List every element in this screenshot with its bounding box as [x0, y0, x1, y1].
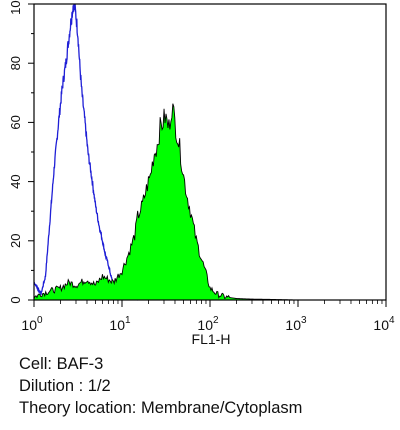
y-tick-label: 80: [8, 56, 23, 70]
plot-frame: [33, 3, 387, 301]
x-tick-label: 100: [21, 315, 43, 333]
plot-area: [33, 3, 386, 301]
y-axis-ticks: 0 20 40 60 80 100: [8, 0, 34, 304]
y-tick-label: 20: [8, 234, 23, 248]
location-line: Theory location: Membrane/Cytoplasm: [19, 399, 303, 417]
x-tick-exponent: 1: [125, 315, 131, 326]
y-tick-label: 100: [8, 0, 23, 15]
x-axis-label: FL1-H: [192, 331, 231, 345]
x-axis-ticks: 100 101 1 0 2 103 104: [21, 300, 395, 333]
caption: Cell: BAF-3 Dilution : 1/2 Theory locati…: [19, 353, 394, 419]
x-tick-exponent: 4: [389, 315, 395, 326]
x-tick-exponent: 2: [213, 315, 219, 326]
x-tick-label: 104: [373, 315, 395, 333]
x-tick-label: 103: [285, 315, 307, 333]
y-tick-label: 40: [8, 174, 23, 188]
dilution-line: Dilution : 1/2: [19, 377, 111, 395]
cell-line: Cell: BAF-3: [19, 355, 104, 373]
flow-cytometry-histogram: 100 101 1 0 2 103 104 0 20 40 60 80 100 FL1-H: [8, 0, 395, 345]
x-tick-label: 101: [109, 315, 131, 333]
y-tick-label: 0: [8, 296, 23, 303]
x-tick-exponent: 0: [37, 315, 43, 326]
x-tick-exponent: 3: [301, 315, 307, 326]
y-tick-label: 60: [8, 115, 23, 129]
isotype-control-outline: [33, 3, 138, 301]
